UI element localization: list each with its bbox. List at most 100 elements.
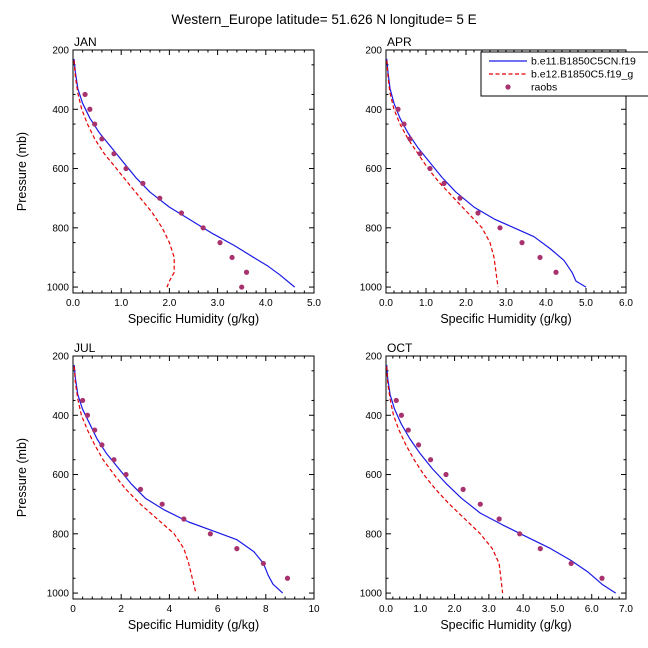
y-tick-label: 200: [365, 46, 382, 57]
raobs-point: [229, 254, 235, 261]
x-tick-label: 3.0: [482, 604, 496, 615]
series-line-b-e12: [386, 366, 504, 594]
y-tick-label: 600: [365, 164, 382, 175]
raobs-point: [99, 136, 105, 142]
panel-apr: APR 0.0 1.0 2.0 3.0 4.0 5.0 6.0 200 400 600 800 1000…: [360, 35, 634, 326]
y-tick-label: 800: [52, 529, 69, 540]
y-tick-label: 200: [365, 352, 382, 363]
x-tick-label: 0.0: [379, 298, 393, 309]
raobs-point: [123, 471, 129, 478]
legend: b.e11.B1850C5CN.f19b.e12.B1850C5.f19_gra…: [480, 51, 648, 97]
raobs-point: [401, 121, 407, 127]
raobs-point: [537, 546, 543, 552]
raobs-point: [405, 427, 411, 433]
raobs-point: [475, 210, 481, 216]
y-tick-label: 1000: [360, 283, 383, 294]
raobs-point: [239, 284, 245, 290]
raobs-point: [393, 397, 399, 404]
x-axis-label: Specific Humidity (g/kg): [128, 312, 259, 326]
series-line-b-e12: [386, 60, 499, 288]
raobs-point: [477, 501, 483, 507]
x-tick-label: 6.0: [619, 298, 633, 309]
y-tick-label: 800: [365, 529, 382, 540]
y-tick-label: 800: [52, 223, 69, 234]
x-tick-label: 0.0: [379, 604, 393, 615]
raobs-point: [398, 412, 405, 418]
x-axis-label: Specific Humidity (g/kg): [128, 618, 259, 632]
x-tick-label: 7.0: [619, 604, 633, 615]
raobs-point: [207, 531, 213, 537]
raobs-point: [111, 457, 117, 463]
x-tick-label: 6: [215, 604, 221, 615]
plot-area: [73, 58, 296, 290]
raobs-point: [417, 151, 423, 157]
x-tick-label: 4: [167, 604, 173, 615]
legend-marker: [505, 84, 511, 90]
raobs-point: [159, 501, 165, 507]
raobs-point: [80, 397, 86, 404]
y-tick-label: 600: [365, 470, 382, 481]
raobs-point: [460, 486, 466, 492]
y-tick-label: 200: [52, 352, 69, 363]
plot-frame: [385, 355, 627, 600]
panel-title: OCT: [387, 341, 413, 355]
raobs-point: [553, 269, 559, 275]
x-tick-label: 3.0: [211, 298, 225, 309]
x-axis-label: Specific Humidity (g/kg): [440, 312, 571, 326]
x-tick-label: 4.0: [259, 298, 273, 309]
x-tick-label: 2.0: [459, 298, 473, 309]
x-tick-label: 3.0: [499, 298, 513, 309]
x-tick-label: 10: [308, 604, 320, 615]
x-tick-label: 5.0: [579, 298, 593, 309]
raobs-point: [111, 151, 117, 157]
raobs-point: [457, 195, 463, 201]
x-tick-label: 1.0: [413, 604, 427, 615]
x-tick-label: 8: [263, 604, 269, 615]
raobs-point: [140, 180, 146, 186]
legend-label: raobs: [531, 82, 557, 94]
raobs-point: [284, 575, 291, 581]
raobs-point: [181, 516, 187, 522]
y-axis-label: Pressure (mb): [15, 438, 29, 517]
raobs-point: [599, 575, 605, 581]
panel-jan: JAN 0.0 1.0 2.0 3.0 4.0 5.0 200 400 600 800 1000 Spe…: [15, 35, 321, 326]
y-tick-label: 400: [365, 411, 382, 422]
raobs-point: [496, 516, 502, 522]
raobs-point: [243, 269, 250, 275]
x-tick-label: 2: [118, 604, 124, 615]
raobs-point: [441, 180, 447, 186]
x-tick-label: 1.0: [114, 298, 128, 309]
raobs-point: [517, 531, 523, 537]
raobs-point: [427, 457, 434, 463]
x-tick-label: 2.0: [162, 298, 176, 309]
x-axis-label: Specific Humidity (g/kg): [440, 618, 571, 632]
x-tick-label: 5.0: [550, 604, 564, 615]
plot-area: [386, 364, 617, 594]
raobs-point: [123, 165, 129, 172]
y-tick-label: 1000: [47, 589, 70, 600]
y-tick-label: 600: [52, 164, 69, 175]
raobs-point: [99, 442, 105, 448]
series-line-b-e12: [73, 366, 197, 594]
raobs-point: [178, 210, 185, 216]
y-tick-label: 400: [52, 105, 69, 116]
series-line-b-e11: [73, 58, 296, 288]
raobs-point: [84, 412, 91, 418]
x-tick-label: 6.0: [585, 604, 599, 615]
raobs-point: [568, 560, 574, 567]
x-tick-label: 0: [70, 604, 76, 615]
x-tick-label: 0.0: [66, 298, 80, 309]
raobs-point: [443, 471, 449, 478]
plot-frame: [72, 49, 315, 294]
raobs-point: [537, 254, 543, 261]
panel-title: JUL: [74, 341, 96, 355]
panel-title: APR: [387, 35, 412, 49]
raobs-point: [519, 240, 525, 246]
raobs-point: [92, 427, 98, 433]
panel-jul: JUL 0 2 4 6 8 10 200 400 600 800 1000 Specific Humid…: [15, 341, 320, 632]
x-tick-label: 2.0: [448, 604, 462, 615]
y-axis-label: Pressure (mb): [15, 132, 29, 211]
raobs-point: [200, 225, 206, 231]
panel-title: JAN: [74, 35, 97, 49]
